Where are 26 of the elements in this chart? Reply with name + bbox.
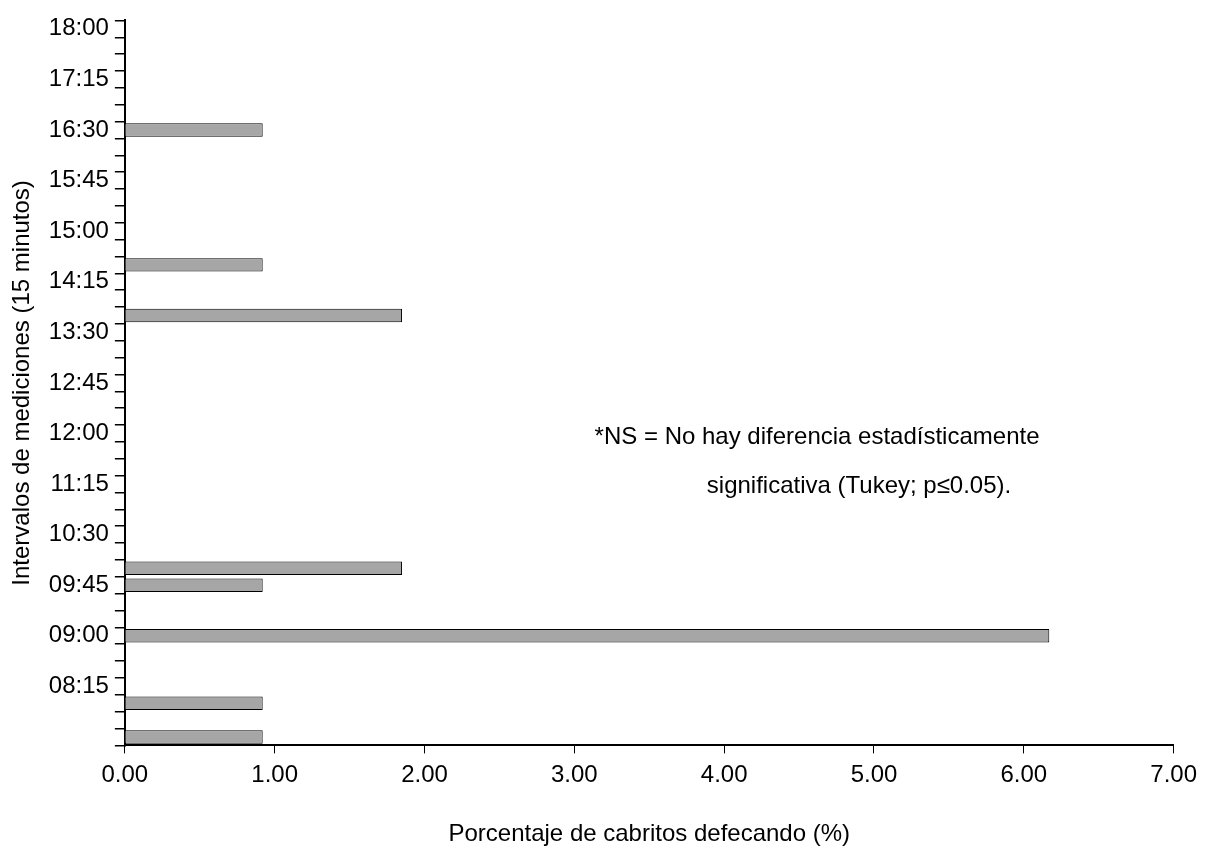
x-tick-label: 3.00 <box>550 760 598 788</box>
y-tick-label: 11:15 <box>50 468 109 496</box>
y-tick-label: 17:15 <box>48 64 109 92</box>
annotation: significativa (Tukey; p≤0.05). <box>706 471 1012 499</box>
y-tick-label: 13:30 <box>48 316 109 344</box>
y-tick-label: 08:15 <box>48 671 109 699</box>
x-tick-label: 4.00 <box>700 760 748 788</box>
y-tick-label: 12:45 <box>48 367 109 395</box>
x-tick-label: 0.00 <box>101 760 149 788</box>
y-axis-title: Intervalos de mediciones (15 minutos) <box>7 180 35 586</box>
y-tick-label: 18:00 <box>48 13 109 41</box>
y-tick-label: 12:00 <box>48 418 109 446</box>
y-tick-label: 16:30 <box>48 114 109 142</box>
y-tick-label: 15:45 <box>48 165 109 193</box>
x-tick-label: 7.00 <box>1150 760 1197 788</box>
y-tick-label: 15:00 <box>48 215 109 243</box>
y-tick-label: 10:30 <box>48 519 109 547</box>
y-tick-label: 09:45 <box>48 569 109 597</box>
x-tick-label: 2.00 <box>401 760 448 788</box>
x-tick-label: 1.00 <box>251 760 299 788</box>
x-axis-title: Porcentaje de cabritos defecando (%) <box>448 819 851 847</box>
annotation: *NS = No hay diferencia estadísticamente <box>594 421 1040 449</box>
x-tick-label: 6.00 <box>1000 760 1048 788</box>
y-tick-label: 09:00 <box>48 620 109 648</box>
x-tick-label: 5.00 <box>850 760 898 788</box>
y-tick-label: 14:15 <box>48 266 109 294</box>
